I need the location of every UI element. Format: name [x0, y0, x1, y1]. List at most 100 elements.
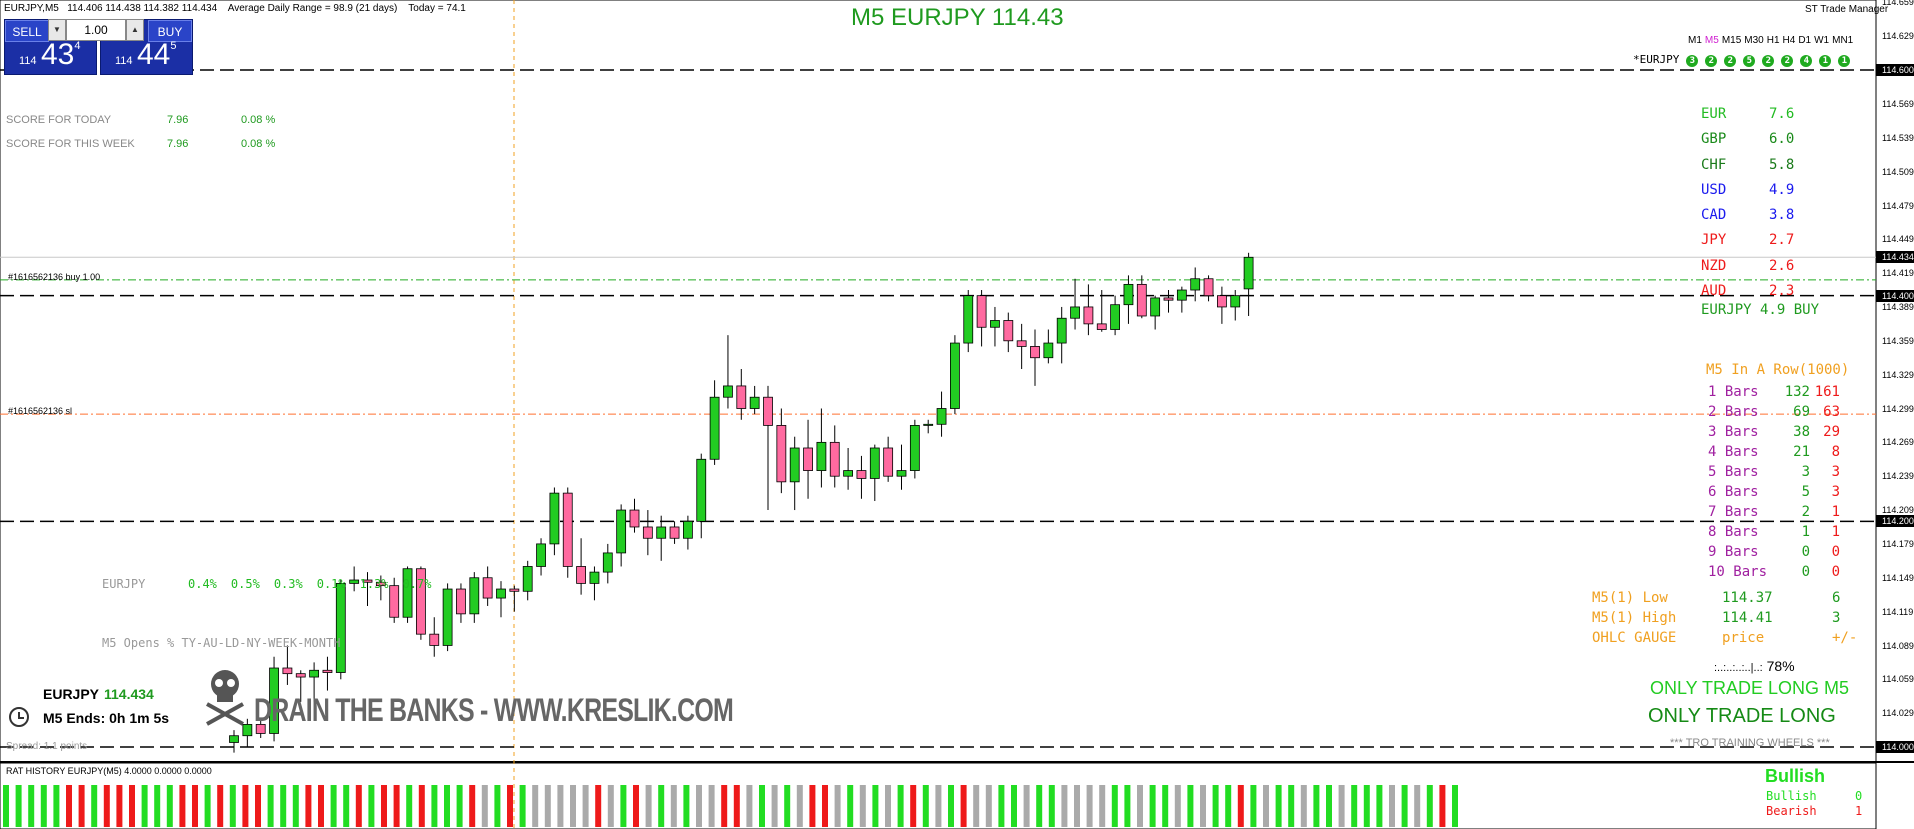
price-axis-label: 114.389: [1882, 302, 1914, 313]
candle: [856, 470, 867, 479]
row-label: 9 Bars: [1708, 544, 1759, 560]
history-bar: [1225, 785, 1232, 827]
high-label: M5(1) High: [1592, 610, 1677, 626]
timeframe-m1[interactable]: M1: [1688, 35, 1702, 46]
history-bar: [872, 785, 879, 827]
history-bar: [292, 785, 299, 827]
strength-circle: 2: [1705, 55, 1718, 67]
row-label: 6 Bars: [1708, 484, 1759, 500]
candle: [642, 526, 653, 539]
history-bar: [179, 785, 186, 827]
high-row: M5(1) High 114.41 3: [1592, 608, 1857, 628]
lot-size-input[interactable]: 1.00: [66, 19, 126, 41]
history-bar: [1288, 785, 1295, 827]
history-bar: [1275, 785, 1282, 827]
candle: [656, 526, 667, 539]
price-axis-label: 114.149: [1882, 572, 1914, 583]
price-axis-label: 114.449: [1882, 234, 1914, 245]
lot-decrease-button[interactable]: ▼: [48, 19, 66, 41]
score-week-value: 7.96: [167, 138, 189, 150]
timeframe-m15[interactable]: M15: [1721, 35, 1742, 46]
currency-value: 6.0: [1769, 131, 1795, 148]
timeframe-mn1[interactable]: MN1: [1832, 35, 1854, 46]
candle: [1217, 295, 1227, 308]
row-label: 8 Bars: [1708, 524, 1759, 540]
strength-circle: 5: [1743, 55, 1756, 67]
timeframe-d1[interactable]: D1: [1798, 35, 1812, 46]
candle: [1110, 304, 1120, 330]
candle: [709, 396, 720, 460]
sell-button[interactable]: SELL: [5, 20, 49, 42]
currency-strength-list: EUR 7.6 GBP 6.0 CHF 5.8 USD 4.9 CAD 3.8 JPY 2.7 NZD 2…: [1701, 102, 1794, 304]
history-bar: [595, 785, 602, 827]
sl-order-label[interactable]: #1616562136 sl: [8, 406, 73, 416]
strength-circle: 4: [1800, 55, 1813, 67]
price-axis-marker: 114.400: [1876, 289, 1914, 302]
timeframe-h1[interactable]: H1: [1766, 35, 1780, 46]
session-pct: 0.7%: [402, 577, 432, 591]
candle: [282, 667, 293, 675]
candle: [1030, 346, 1040, 359]
candle: [482, 577, 493, 599]
row-bear: 1: [1831, 524, 1840, 540]
history-bar: [166, 785, 173, 827]
history-bar: [444, 785, 450, 827]
timeframe-w1[interactable]: W1: [1814, 35, 1830, 46]
history-bar: [1351, 785, 1358, 827]
price-axis-label: 114.299: [1882, 403, 1914, 414]
strength-circle: 3: [1686, 55, 1699, 67]
currency-name: JPY: [1701, 232, 1727, 249]
history-bar: [1363, 785, 1370, 827]
timeframe-m5[interactable]: M5: [1704, 35, 1719, 46]
lot-increase-button[interactable]: ▲: [126, 19, 144, 41]
gauge-bar: :..:..:..:..|..: 78%: [1714, 658, 1795, 674]
row-bear: 0: [1831, 544, 1840, 560]
candle: [576, 566, 586, 584]
candle: [1176, 289, 1187, 301]
bearish-label: Bearish: [1766, 804, 1817, 818]
strength-circle: 2: [1781, 55, 1794, 67]
candle: [843, 470, 853, 477]
candle: [696, 458, 707, 522]
row-label: 1 Bars: [1708, 384, 1759, 400]
history-bar: [582, 785, 589, 827]
price-axis-label: 114.089: [1882, 640, 1914, 651]
in-a-row-row: 1 Bars 132 161: [1708, 382, 1840, 402]
history-bar: [544, 785, 551, 827]
in-a-row-row: 4 Bars 21 8: [1708, 442, 1840, 462]
price-axis-label: 114.329: [1882, 369, 1914, 380]
buy-order-label[interactable]: #1616562136 buy 1.00: [8, 272, 101, 282]
currency-row-gbp: GBP 6.0: [1701, 127, 1794, 152]
spread-label: Spread: 1.1 points: [6, 741, 88, 752]
history-bar: [922, 785, 929, 827]
timeframe-m30[interactable]: M30: [1744, 35, 1764, 46]
currency-name: CHF: [1701, 156, 1727, 173]
buy-panel[interactable]: BUY 114 445: [100, 19, 193, 75]
in-a-row-row: 7 Bars 2 1: [1708, 502, 1840, 522]
timeframe-h4[interactable]: H4: [1782, 35, 1796, 46]
history-bar: [393, 785, 400, 827]
low-value: 114.37: [1722, 590, 1773, 606]
signal-text: EURJPY 4.9 BUY: [1701, 302, 1820, 318]
history-bar: [1111, 785, 1118, 827]
sell-price-prefix: 114: [19, 55, 37, 67]
session-pct: 1.3%: [359, 577, 389, 591]
strength-circle: 1: [1819, 55, 1832, 67]
adr-info: Average Daily Range = 98.9 (21 days): [227, 3, 398, 14]
row-label: 3 Bars: [1708, 424, 1759, 440]
candle: [803, 447, 813, 471]
history-bar: [1414, 785, 1421, 827]
buy-price: 114 445: [115, 40, 177, 70]
history-bar: [368, 785, 375, 827]
history-bar: [318, 785, 324, 827]
low-num: 6: [1832, 590, 1841, 606]
candle: [442, 588, 453, 646]
buy-button[interactable]: BUY: [148, 20, 192, 42]
history-bar: [1452, 785, 1458, 827]
currency-row-chf: CHF 5.8: [1701, 153, 1794, 178]
currency-name: EUR: [1701, 106, 1727, 122]
bearish-count: 1: [1855, 804, 1863, 818]
history-bar: [255, 785, 261, 827]
buy-price-big: 44: [137, 38, 171, 71]
